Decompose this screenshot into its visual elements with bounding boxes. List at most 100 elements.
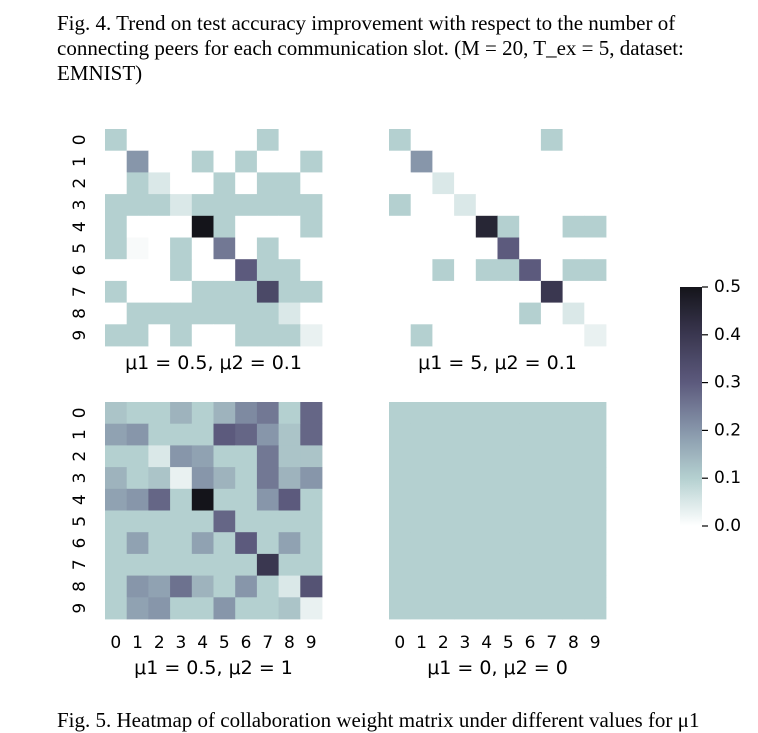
heatmap-cell [105, 553, 128, 576]
heatmap-cell [475, 597, 498, 620]
heatmap-cell [432, 302, 455, 325]
heatmap-cell [497, 129, 520, 152]
heatmap-cell [519, 150, 542, 173]
y-tick-label: 6 [70, 265, 90, 276]
heatmap-cell [256, 467, 279, 490]
heatmap-cell [300, 280, 323, 303]
heatmap-cell [300, 532, 323, 555]
heatmap-cell [475, 423, 498, 446]
heatmap-cell [191, 324, 214, 347]
heatmap-cell [454, 324, 477, 347]
heatmap-cell [278, 237, 301, 260]
heatmap-cell [300, 259, 323, 282]
heatmap-cell [562, 510, 585, 533]
heatmap-cell [475, 575, 498, 598]
y-tick-label: 7 [70, 559, 90, 570]
heatmap-cell [148, 237, 171, 260]
heatmap-cell [191, 575, 214, 598]
y-tick-label: 7 [70, 286, 90, 297]
heatmap-cell [300, 467, 323, 490]
heatmap-cell [562, 302, 585, 325]
heatmap-cell [191, 532, 214, 555]
heatmap-cell [497, 150, 520, 173]
heatmap-cell [584, 237, 607, 260]
heatmap-cell [454, 488, 477, 511]
heatmap-cell [235, 532, 258, 555]
colorbar-tick-label: 0.4 [714, 325, 741, 345]
heatmap-cell [584, 129, 607, 152]
heatmap-cell [170, 510, 193, 533]
heatmap-cell [410, 280, 433, 303]
heatmap-cell [497, 532, 520, 555]
heatmap-cell [148, 423, 171, 446]
heatmap-cell [389, 172, 412, 195]
heatmap-cell [170, 237, 193, 260]
heatmap-cell [454, 402, 477, 425]
heatmap-cell [105, 445, 128, 468]
heatmap-cell [410, 129, 433, 152]
heatmap-cell [256, 302, 279, 325]
heatmap-cell [170, 194, 193, 217]
heatmap-cell [410, 259, 433, 282]
heatmap-cell [105, 510, 128, 533]
x-tick-label: 0 [110, 633, 121, 653]
subplot-title: μ1 = 5, μ2 = 0.1 [418, 352, 577, 374]
heatmap-cell [497, 172, 520, 195]
x-tick-label: 9 [590, 633, 601, 653]
heatmap-cell [213, 510, 236, 533]
heatmap-cell [213, 532, 236, 555]
heatmap-cell [497, 423, 520, 446]
heatmap-cell [540, 259, 563, 282]
y-tick-label: 9 [70, 330, 90, 341]
heatmap-cell [432, 467, 455, 490]
heatmap-cell [105, 172, 128, 195]
heatmap-cell [562, 445, 585, 468]
heatmap-cell [213, 553, 236, 576]
heatmap-cell [256, 532, 279, 555]
heatmap-cell [191, 129, 214, 152]
heatmap-cell [497, 194, 520, 217]
heatmap-cell [584, 215, 607, 238]
heatmap-cell [300, 237, 323, 260]
heatmap-cell [105, 237, 128, 260]
heatmap-cell [126, 150, 149, 173]
heatmap-cell [300, 215, 323, 238]
heatmap-cell [475, 194, 498, 217]
heatmap-cell [126, 194, 149, 217]
heatmap-cell [497, 280, 520, 303]
heatmap-cell [475, 553, 498, 576]
heatmap-cell [454, 280, 477, 303]
heatmap-cell [540, 129, 563, 152]
heatmap-cell [432, 259, 455, 282]
heatmap-cell [148, 402, 171, 425]
heatmap-cell [126, 172, 149, 195]
heatmap-cell [519, 510, 542, 533]
heatmap-cell [278, 402, 301, 425]
heatmap-cell [389, 445, 412, 468]
heatmap-cell [105, 280, 128, 303]
heatmap-cell [410, 150, 433, 173]
heatmap-cell [170, 259, 193, 282]
y-tick-label: 3 [70, 200, 90, 211]
y-tick-label: 2 [70, 178, 90, 189]
heatmap-cell [454, 597, 477, 620]
heatmap-cell [126, 129, 149, 152]
heatmap-cell [170, 280, 193, 303]
heatmap-cell [105, 194, 128, 217]
heatmap-cell [454, 129, 477, 152]
heatmap-cell [519, 302, 542, 325]
heatmap-cell [584, 532, 607, 555]
heatmap-cell [475, 129, 498, 152]
x-tick-label: 3 [176, 633, 187, 653]
heatmap-cell [475, 215, 498, 238]
heatmap-cell [300, 324, 323, 347]
heatmap-cell [432, 597, 455, 620]
heatmap-cell [235, 280, 258, 303]
heatmap-cell [148, 532, 171, 555]
heatmap-cell [389, 194, 412, 217]
heatmap-cell [497, 324, 520, 347]
x-tick-label: 2 [154, 633, 165, 653]
heatmap-cell [235, 597, 258, 620]
heatmap-cell [148, 302, 171, 325]
heatmap-cell [105, 532, 128, 555]
